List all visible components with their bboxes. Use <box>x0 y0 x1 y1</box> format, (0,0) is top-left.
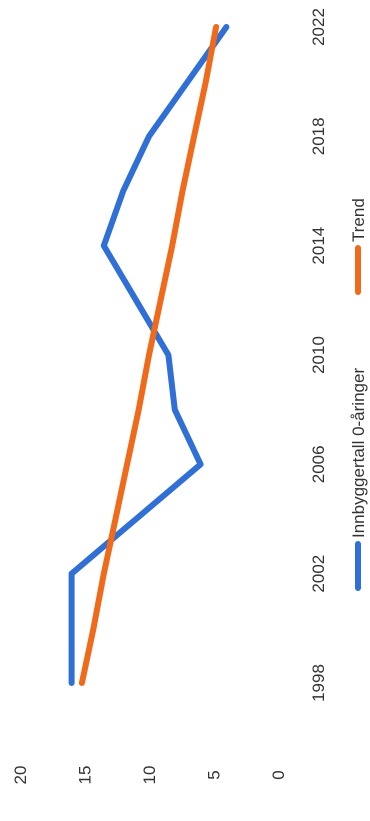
y-tick-label: 0 <box>269 770 288 779</box>
legend: Innbyggertall 0-åringer Trend <box>349 198 368 591</box>
series-lines <box>68 24 230 686</box>
x-tick-label: 1998 <box>309 664 328 702</box>
x-tick-label: 2022 <box>309 8 328 46</box>
y-axis-ticks: 0 5 10 15 20 <box>11 766 288 785</box>
series-line-trend <box>78 24 220 686</box>
y-tick-label: 5 <box>205 770 224 779</box>
x-tick-label: 2018 <box>309 117 328 155</box>
y-tick-label: 15 <box>76 766 95 785</box>
x-tick-label: 2002 <box>309 555 328 593</box>
x-axis-ticks: 1998 2002 2006 2010 2014 2018 2022 <box>309 8 328 702</box>
x-tick-label: 2014 <box>309 227 328 265</box>
y-tick-label: 20 <box>11 766 30 785</box>
legend-label-trend: Trend <box>349 198 368 242</box>
legend-label-innbyggertall: Innbyggertall 0-åringer <box>349 368 368 538</box>
x-tick-label: 2010 <box>309 336 328 374</box>
x-tick-label: 2006 <box>309 445 328 483</box>
y-tick-label: 10 <box>140 766 159 785</box>
series-line-innbyggertall <box>68 24 230 686</box>
